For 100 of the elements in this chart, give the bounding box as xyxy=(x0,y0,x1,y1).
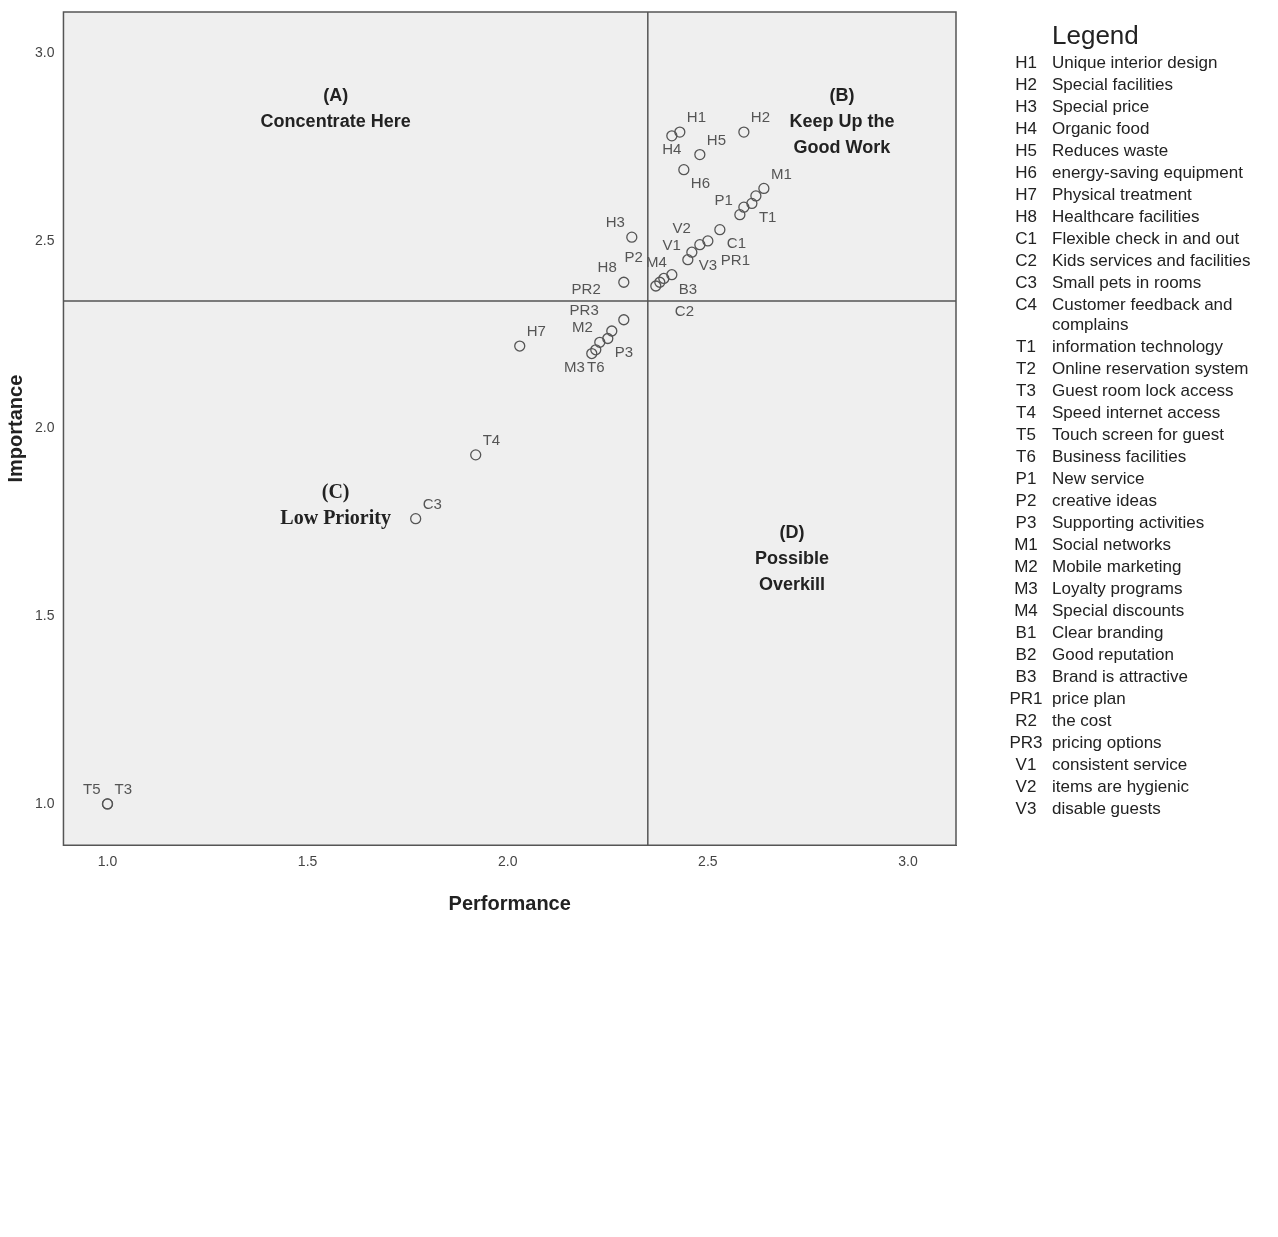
text: PR1 price plan xyxy=(1008,689,1127,709)
data-label: C3 xyxy=(422,494,442,512)
text: H6 energy-saving equipment xyxy=(1014,163,1244,183)
text: T3 Guest room lock access xyxy=(1015,381,1235,401)
data-label: H2 xyxy=(750,108,771,126)
text: V1 consistent service xyxy=(1014,755,1189,775)
data-label: P3 xyxy=(614,342,634,360)
annotation: (B) Keep Up the Good Work xyxy=(789,85,895,158)
y-tick-label: 1.0 xyxy=(34,794,55,811)
text: H7 Physical treatment xyxy=(1014,185,1193,205)
data-label: V3 xyxy=(698,256,718,274)
text: H8 Healthcare facilities xyxy=(1014,207,1201,227)
text: PR3 pricing options xyxy=(1008,733,1163,753)
x-tick-label: 3.0 xyxy=(898,853,918,870)
point xyxy=(746,197,758,210)
point xyxy=(686,246,698,258)
data-label: H7 xyxy=(526,322,546,340)
annotation: (A) Concentrate Here xyxy=(260,85,411,132)
data-label: T5 xyxy=(82,780,101,798)
data-label: H1 xyxy=(686,108,707,126)
text: C3 Small pets in rooms xyxy=(1014,273,1203,293)
point xyxy=(674,126,686,138)
legend-title: Legend xyxy=(1052,20,1140,51)
data-label: T3 xyxy=(114,780,132,798)
data-label: H6 xyxy=(690,173,711,191)
text: T2 Online reservation system xyxy=(1015,359,1250,379)
point xyxy=(606,325,618,337)
point xyxy=(758,182,770,195)
data-label: M3 xyxy=(563,357,585,375)
text: C1 Flexible check in and out xyxy=(1014,229,1241,249)
text: B2 Good reputation xyxy=(1014,645,1175,665)
text: P1 New service xyxy=(1014,469,1146,489)
point xyxy=(694,148,706,161)
text: M1 Social networks xyxy=(1013,535,1173,555)
y-axis-title: Importance xyxy=(3,374,26,483)
text: T6 Business facilities xyxy=(1015,447,1188,467)
y-tick-label: 1.5 xyxy=(34,607,55,624)
text: T5 Touch screen for guest xyxy=(1015,425,1225,445)
text: P3 Supporting activities xyxy=(1014,513,1206,533)
text: C2 Kids services and facilities xyxy=(1014,251,1252,271)
text: M3 Loyalty programs xyxy=(1013,579,1184,599)
data-label: T1 xyxy=(758,207,777,225)
point xyxy=(750,190,762,202)
data-label: P1 xyxy=(714,190,733,208)
data-label: H4 xyxy=(662,139,682,157)
point xyxy=(618,276,630,288)
point xyxy=(514,340,526,352)
x-tick-label: 2.5 xyxy=(698,853,718,870)
x-tick-label: 2.0 xyxy=(498,853,518,870)
point xyxy=(738,201,750,213)
text: B1 Clear branding xyxy=(1014,623,1165,643)
point xyxy=(666,130,678,142)
data-label: H8 xyxy=(597,258,617,276)
text: H2 Special facilities xyxy=(1014,75,1174,95)
text: M4 Special discounts xyxy=(1013,601,1186,621)
point xyxy=(594,336,606,348)
point xyxy=(590,344,602,356)
point xyxy=(602,332,614,345)
text: R2 the cost xyxy=(1014,711,1113,731)
text: H4 Organic food xyxy=(1014,119,1151,139)
y-tick-label: 2.0 xyxy=(34,419,55,436)
point xyxy=(618,314,630,326)
y-tick-label: 2.5 xyxy=(34,231,55,248)
point xyxy=(410,513,422,525)
point xyxy=(666,269,678,281)
data-label: V2 xyxy=(672,218,691,236)
x-tick-label: 1.5 xyxy=(297,853,318,870)
text: V2 items are hygienic xyxy=(1014,777,1190,797)
point xyxy=(738,126,750,138)
data-label: M2 xyxy=(571,318,593,336)
data-label: H3 xyxy=(605,213,625,231)
data-label: V1 xyxy=(662,235,681,253)
point xyxy=(626,231,638,243)
point xyxy=(714,224,726,236)
data-label: C1 xyxy=(726,233,747,251)
text: B3 Brand is attractive xyxy=(1014,667,1190,687)
text: V3 disable guests xyxy=(1014,799,1162,819)
data-label: T4 xyxy=(482,431,501,449)
point xyxy=(586,347,598,360)
x-axis-title: Performance xyxy=(448,891,571,914)
x-tick-label: 1.0 xyxy=(97,853,118,870)
data-label: H5 xyxy=(706,130,727,148)
point xyxy=(682,254,694,266)
point xyxy=(678,163,690,176)
point xyxy=(702,235,714,247)
text: H1 Unique interior design xyxy=(1014,53,1219,73)
text: T4 Speed internet access xyxy=(1015,403,1222,423)
point xyxy=(654,276,666,288)
data-label: T6 xyxy=(587,357,605,375)
point xyxy=(734,209,746,221)
annotation: (D) Possible Overkill xyxy=(754,522,829,595)
annotation: (C) Low Priority xyxy=(280,480,391,530)
data-label: P2 xyxy=(624,248,643,266)
text: H5 Reduces waste xyxy=(1014,141,1170,161)
data-label: M1 xyxy=(770,164,792,182)
point xyxy=(650,280,662,292)
text: H3 Special price xyxy=(1014,97,1151,117)
data-label: PR3 xyxy=(569,301,599,319)
point xyxy=(694,239,706,251)
data-label: C2 xyxy=(674,302,695,320)
